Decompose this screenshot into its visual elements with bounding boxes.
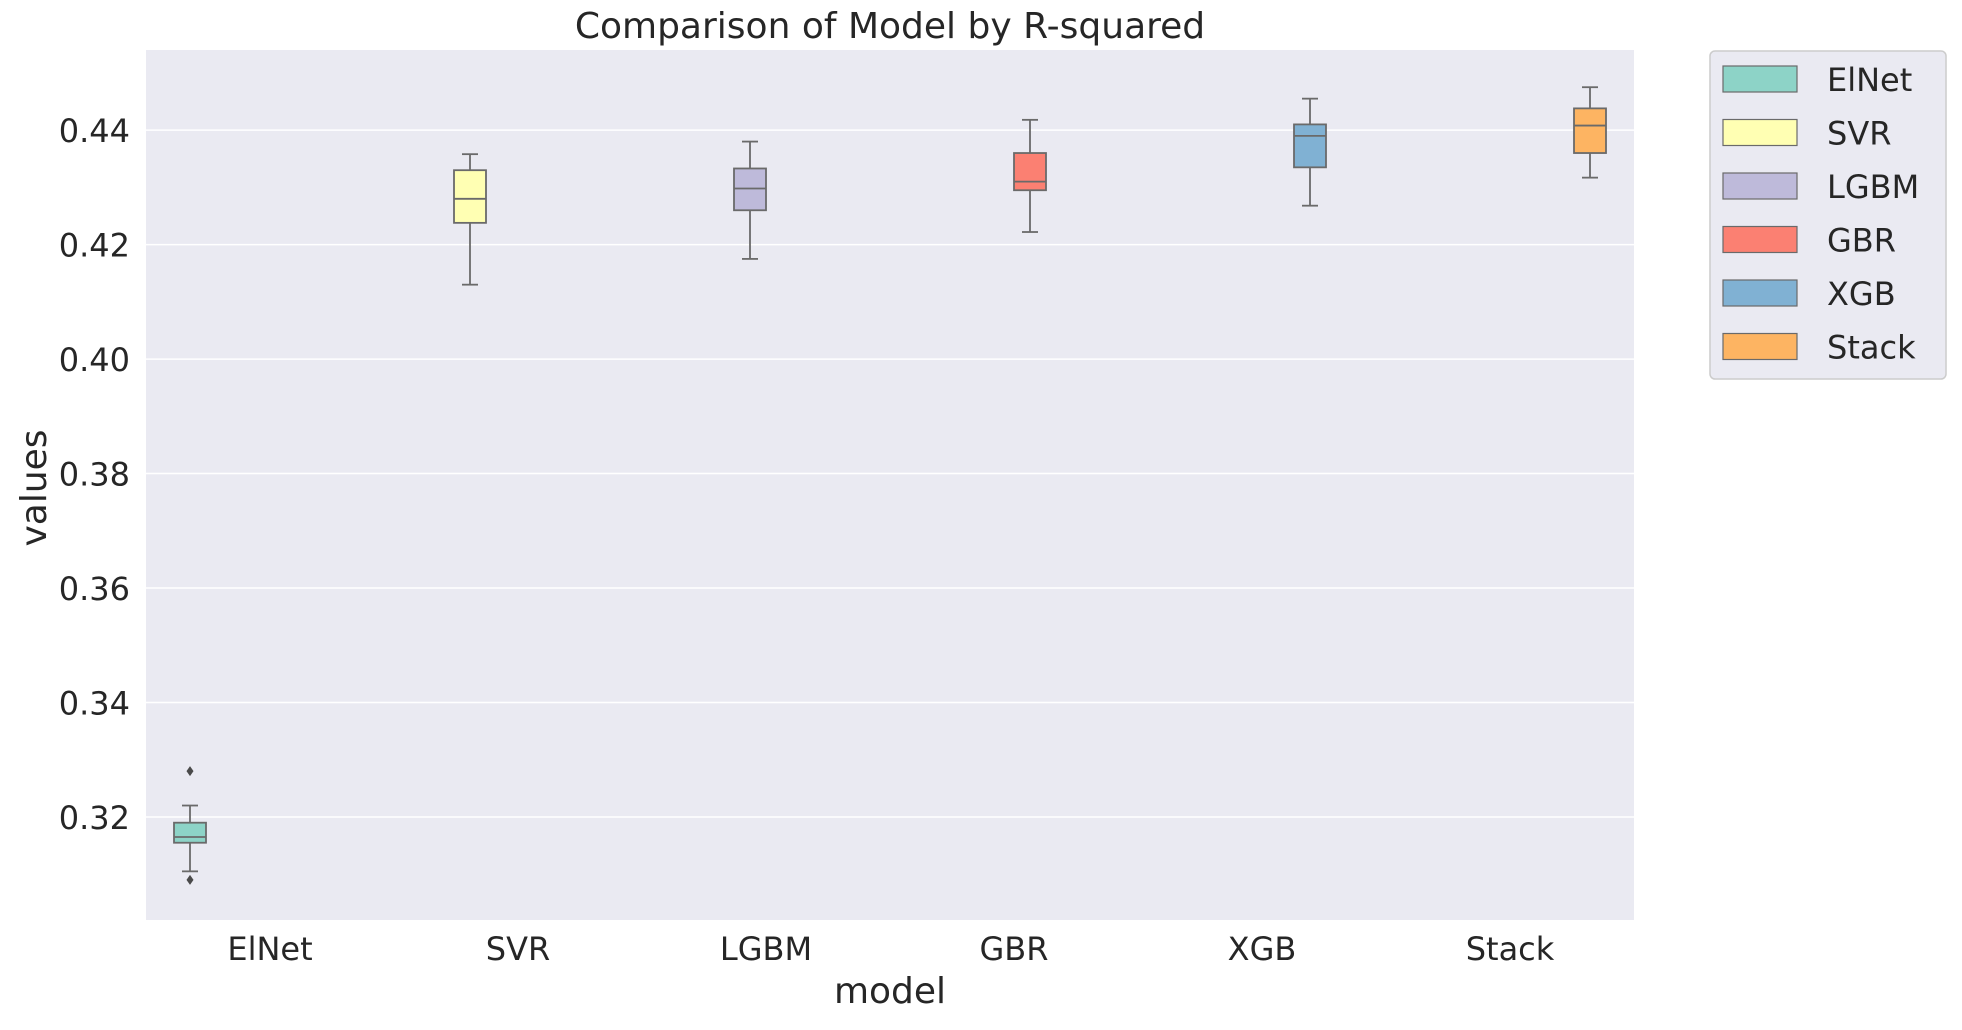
y-tick-label: 0.40 — [59, 341, 130, 379]
y-tick-label: 0.42 — [59, 227, 130, 265]
x-tick-label: XGB — [1228, 930, 1297, 968]
box — [1013, 152, 1047, 192]
legend: ElNet SVR LGBM GBR XGB Stack — [1709, 50, 1947, 380]
legend-label: GBR — [1827, 222, 1896, 260]
x-tick-label: Stack — [1466, 930, 1555, 968]
legend-label: Stack — [1827, 329, 1916, 367]
legend-swatch — [1722, 332, 1798, 361]
legend-swatch — [1722, 225, 1798, 254]
legend-swatch — [1722, 118, 1798, 147]
box — [173, 821, 207, 844]
legend-swatch — [1722, 279, 1798, 307]
gridlines — [146, 129, 1634, 818]
legend-swatch — [1722, 65, 1798, 93]
y-tick-labels: 0.32 0.34 0.36 0.38 0.40 0.42 0.44 — [59, 112, 130, 837]
box-group — [453, 153, 487, 286]
y-tick-label: 0.44 — [59, 112, 130, 150]
x-tick-label: SVR — [486, 930, 550, 968]
box-group — [173, 766, 207, 885]
box-group — [1293, 97, 1327, 207]
box — [1573, 107, 1607, 154]
x-axis-label: model — [834, 971, 946, 1012]
y-tick-label: 0.34 — [59, 685, 130, 723]
legend-label: LGBM — [1827, 168, 1919, 206]
x-tick-label: LGBM — [720, 930, 812, 968]
x-tick-labels: ElNet SVR LGBM GBR XGB Stack — [227, 930, 1554, 968]
x-tick-label: GBR — [980, 930, 1049, 968]
plot-background — [146, 50, 1634, 920]
box-group — [1573, 86, 1607, 179]
outlier-point — [186, 874, 194, 885]
box-group — [1013, 118, 1047, 233]
legend-label: ElNet — [1827, 61, 1912, 99]
y-tick-label: 0.36 — [59, 570, 130, 608]
box-series — [173, 86, 1607, 885]
legend-label: XGB — [1827, 275, 1896, 313]
y-axis-label: values — [14, 429, 55, 546]
box-group — [733, 140, 767, 260]
legend-swatch — [1722, 172, 1798, 200]
y-tick-label: 0.38 — [59, 456, 130, 494]
x-tick-label: ElNet — [227, 930, 312, 968]
outlier-point — [186, 766, 194, 777]
y-tick-label: 0.32 — [59, 799, 130, 837]
box — [453, 169, 487, 224]
legend-label: SVR — [1827, 115, 1891, 153]
box — [1293, 123, 1327, 169]
chart-title: Comparison of Model by R-squared — [575, 6, 1205, 47]
